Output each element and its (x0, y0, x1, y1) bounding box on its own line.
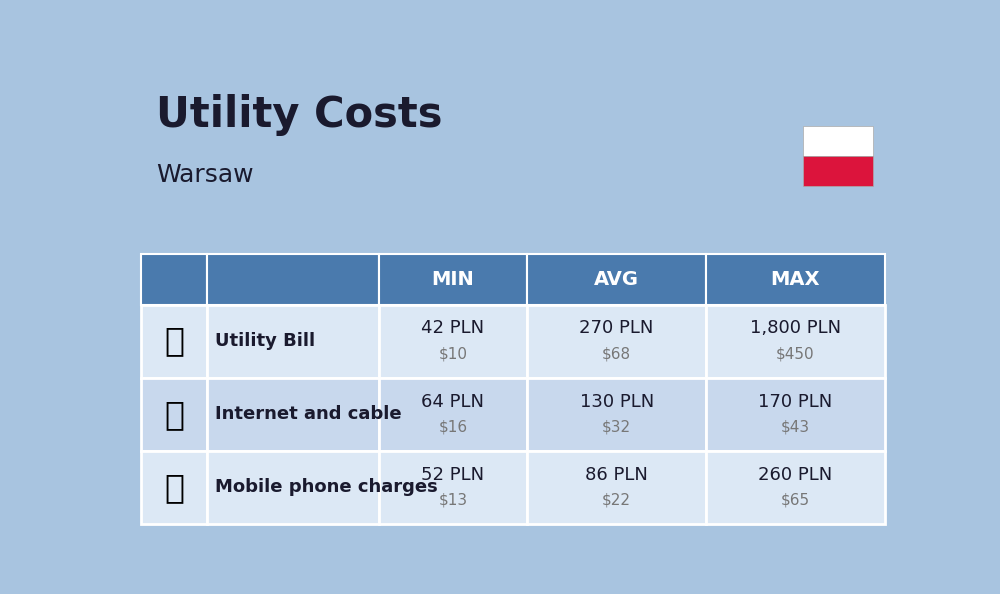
FancyBboxPatch shape (527, 378, 706, 451)
FancyBboxPatch shape (379, 378, 527, 451)
FancyBboxPatch shape (140, 254, 207, 305)
FancyBboxPatch shape (706, 451, 885, 524)
Text: $450: $450 (776, 346, 815, 361)
FancyBboxPatch shape (706, 254, 885, 305)
FancyBboxPatch shape (803, 126, 873, 156)
Text: 270 PLN: 270 PLN (579, 320, 654, 337)
Text: 🔧: 🔧 (164, 325, 184, 358)
Text: MAX: MAX (770, 270, 820, 289)
FancyBboxPatch shape (527, 451, 706, 524)
FancyBboxPatch shape (803, 156, 873, 185)
Text: Warsaw: Warsaw (156, 163, 254, 187)
FancyBboxPatch shape (706, 378, 885, 451)
Text: 42 PLN: 42 PLN (421, 320, 485, 337)
FancyBboxPatch shape (706, 305, 885, 378)
FancyBboxPatch shape (140, 451, 207, 524)
Text: 1,800 PLN: 1,800 PLN (750, 320, 841, 337)
FancyBboxPatch shape (527, 305, 706, 378)
Text: $32: $32 (602, 419, 631, 435)
FancyBboxPatch shape (527, 254, 706, 305)
FancyBboxPatch shape (140, 305, 207, 378)
Text: $22: $22 (602, 493, 631, 508)
FancyBboxPatch shape (379, 451, 527, 524)
Text: $65: $65 (781, 493, 810, 508)
Text: $43: $43 (781, 419, 810, 435)
Text: 86 PLN: 86 PLN (585, 466, 648, 484)
FancyBboxPatch shape (379, 254, 527, 305)
Text: Mobile phone charges: Mobile phone charges (215, 479, 438, 497)
Text: Internet and cable: Internet and cable (215, 405, 402, 424)
FancyBboxPatch shape (207, 305, 379, 378)
Text: $13: $13 (438, 493, 468, 508)
Text: MIN: MIN (432, 270, 474, 289)
FancyBboxPatch shape (207, 254, 379, 305)
Text: 52 PLN: 52 PLN (421, 466, 485, 484)
Text: Utility Bill: Utility Bill (215, 332, 315, 350)
Text: 260 PLN: 260 PLN (758, 466, 832, 484)
FancyBboxPatch shape (379, 305, 527, 378)
Text: 📱: 📱 (164, 471, 184, 504)
Text: $68: $68 (602, 346, 631, 361)
Text: AVG: AVG (594, 270, 639, 289)
FancyBboxPatch shape (207, 451, 379, 524)
Text: $16: $16 (438, 419, 468, 435)
Text: Utility Costs: Utility Costs (156, 94, 442, 136)
FancyBboxPatch shape (207, 378, 379, 451)
Text: 130 PLN: 130 PLN (580, 393, 654, 410)
Text: 170 PLN: 170 PLN (758, 393, 832, 410)
Text: $10: $10 (438, 346, 467, 361)
Text: 64 PLN: 64 PLN (421, 393, 484, 410)
Text: 📶: 📶 (164, 398, 184, 431)
FancyBboxPatch shape (140, 378, 207, 451)
